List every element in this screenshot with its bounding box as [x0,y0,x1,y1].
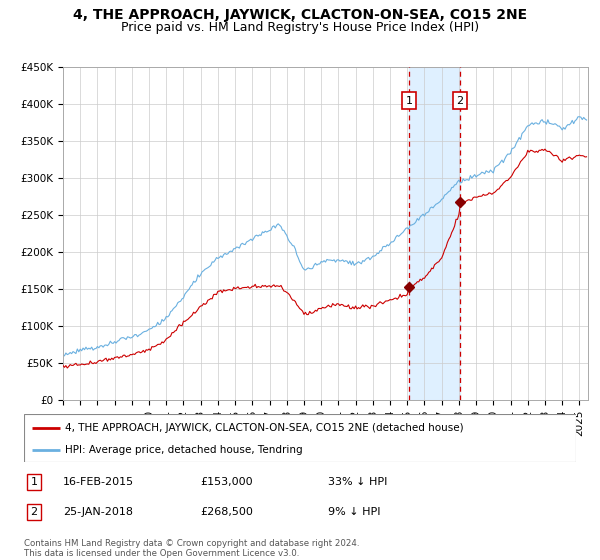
Text: 9% ↓ HPI: 9% ↓ HPI [328,507,380,517]
Text: 1: 1 [31,477,37,487]
Bar [409,67,460,400]
Text: 4, THE APPROACH, JAYWICK, CLACTON-ON-SEA, CO15 2NE: 4, THE APPROACH, JAYWICK, CLACTON-ON-SEA… [73,8,527,22]
Text: 4, THE APPROACH, JAYWICK, CLACTON-ON-SEA, CO15 2NE (detached house): 4, THE APPROACH, JAYWICK, CLACTON-ON-SEA… [65,423,464,433]
Text: HPI: Average price, detached house, Tendring: HPI: Average price, detached house, Tend… [65,445,303,455]
Text: £268,500: £268,500 [200,507,254,517]
Text: 16-FEB-2015: 16-FEB-2015 [62,477,134,487]
Text: Price paid vs. HM Land Registry's House Price Index (HPI): Price paid vs. HM Land Registry's House … [121,21,479,34]
Text: 2: 2 [457,96,464,105]
Text: 1: 1 [406,96,413,105]
Text: £153,000: £153,000 [200,477,253,487]
Text: 2: 2 [31,507,37,517]
Text: Contains HM Land Registry data © Crown copyright and database right 2024.
This d: Contains HM Land Registry data © Crown c… [24,539,359,558]
Text: 33% ↓ HPI: 33% ↓ HPI [328,477,387,487]
Text: 25-JAN-2018: 25-JAN-2018 [62,507,133,517]
